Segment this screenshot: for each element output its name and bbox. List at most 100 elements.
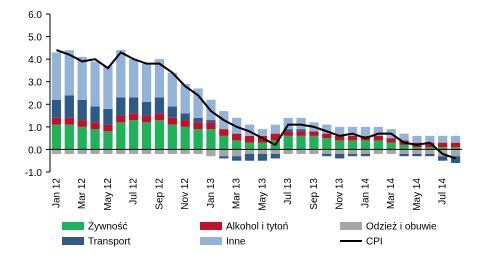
bar-segment bbox=[51, 124, 62, 150]
bar-segment bbox=[167, 124, 177, 150]
legend-label: Odzież i obuwie bbox=[366, 222, 437, 233]
x-tick-label: May 14 bbox=[412, 178, 423, 211]
bar-segment bbox=[193, 129, 203, 150]
bar-segment bbox=[180, 113, 190, 121]
bar-segment bbox=[347, 140, 358, 150]
bar-segment bbox=[425, 149, 435, 154]
bar-segment bbox=[373, 135, 383, 141]
bar-segment bbox=[257, 142, 268, 150]
bar-segment bbox=[244, 149, 255, 154]
bar-segment bbox=[51, 52, 62, 100]
bar-segment bbox=[399, 149, 409, 154]
y-tick-label: 6.0 bbox=[28, 10, 42, 21]
bar-segment bbox=[335, 153, 345, 159]
bar-segment bbox=[141, 102, 152, 116]
bar-segment bbox=[335, 135, 345, 141]
bar-segment bbox=[141, 115, 152, 123]
bar-segment bbox=[283, 135, 293, 150]
x-tick-label: May 12 bbox=[103, 178, 114, 211]
bar-segment bbox=[450, 149, 461, 157]
bar-segment bbox=[154, 149, 165, 154]
bar-segment bbox=[141, 149, 152, 154]
bar-segment bbox=[283, 131, 293, 136]
bar-segment bbox=[64, 117, 74, 125]
bar-segment bbox=[129, 113, 139, 121]
bar-segment bbox=[90, 106, 100, 123]
bar-segment bbox=[206, 129, 216, 150]
bar-segment bbox=[322, 153, 332, 157]
bar-segment bbox=[77, 99, 87, 121]
legend-label: Żywność bbox=[88, 220, 127, 233]
bar-segment bbox=[450, 147, 461, 150]
bar-segment bbox=[373, 149, 383, 154]
bar-segment bbox=[64, 124, 74, 150]
bar-segment bbox=[167, 106, 177, 118]
bar-segment bbox=[90, 122, 100, 130]
bar-segment bbox=[450, 142, 461, 148]
x-tick-label: Sep 13 bbox=[309, 178, 320, 210]
bar-segment bbox=[270, 133, 280, 141]
bar-segment bbox=[51, 99, 62, 118]
bar-segment bbox=[193, 117, 203, 123]
bar-segment bbox=[90, 129, 100, 150]
bar-segment bbox=[347, 135, 358, 141]
bar-segment bbox=[322, 124, 332, 134]
legend-label: Transport bbox=[88, 237, 131, 248]
bar-segment bbox=[270, 124, 280, 134]
bar-segment bbox=[347, 153, 358, 157]
bar-segment bbox=[399, 133, 409, 141]
bar-segment bbox=[206, 120, 216, 123]
bar-segment bbox=[103, 65, 113, 109]
bar-segment bbox=[116, 97, 126, 116]
bar-segment bbox=[412, 147, 422, 150]
bar-segment bbox=[64, 95, 74, 118]
bar-segment bbox=[180, 120, 190, 127]
legend-label: Alkohol i tytoń bbox=[226, 222, 288, 233]
bar-segment bbox=[373, 140, 383, 150]
legend-swatch bbox=[62, 222, 84, 230]
bar-segment bbox=[296, 117, 306, 130]
bar-segment bbox=[77, 149, 87, 154]
bar-segment bbox=[412, 135, 422, 143]
bar-segment bbox=[103, 149, 113, 154]
bar-segment bbox=[116, 115, 126, 123]
bar-segment bbox=[322, 149, 332, 154]
bar-segment bbox=[77, 126, 87, 150]
bar-segment bbox=[116, 122, 126, 150]
bar-segment bbox=[103, 124, 113, 132]
bar-segment bbox=[296, 149, 306, 154]
bar-segment bbox=[309, 135, 319, 150]
bar-segment bbox=[386, 142, 396, 150]
x-tick-label: Nov 12 bbox=[180, 178, 191, 210]
bar-segment bbox=[232, 140, 242, 150]
bar-segment bbox=[141, 122, 152, 150]
bar-segment bbox=[450, 156, 461, 163]
y-tick-label: 2.0 bbox=[28, 100, 42, 111]
legend-swatch bbox=[62, 237, 84, 245]
bar-segment bbox=[154, 59, 165, 98]
bar-segment bbox=[257, 129, 268, 136]
bar-segment bbox=[412, 149, 422, 154]
bar-segment bbox=[90, 61, 100, 107]
bar-segment bbox=[425, 135, 435, 143]
bar-segment bbox=[167, 149, 177, 154]
x-tick-label: Jan 12 bbox=[51, 178, 62, 208]
bar-segment bbox=[167, 117, 177, 125]
bar-segment bbox=[386, 149, 396, 154]
bar-segment bbox=[347, 149, 358, 154]
bar-segment bbox=[347, 126, 358, 136]
bar-segment bbox=[257, 135, 268, 143]
bar-segment bbox=[438, 135, 448, 143]
x-tick-label: Jul 14 bbox=[438, 178, 449, 205]
bar-segment bbox=[103, 108, 113, 125]
bar-segment bbox=[103, 131, 113, 150]
bar-segment bbox=[141, 63, 152, 103]
x-tick-label: Sep 12 bbox=[154, 178, 165, 210]
y-tick-label: 3.0 bbox=[28, 78, 42, 89]
bar-segment bbox=[438, 156, 448, 161]
legend-label: Inne bbox=[226, 237, 246, 248]
bar-segment bbox=[232, 149, 242, 157]
bar-segment bbox=[244, 135, 255, 143]
bar-segment bbox=[283, 117, 293, 130]
bar-segment bbox=[77, 120, 87, 127]
